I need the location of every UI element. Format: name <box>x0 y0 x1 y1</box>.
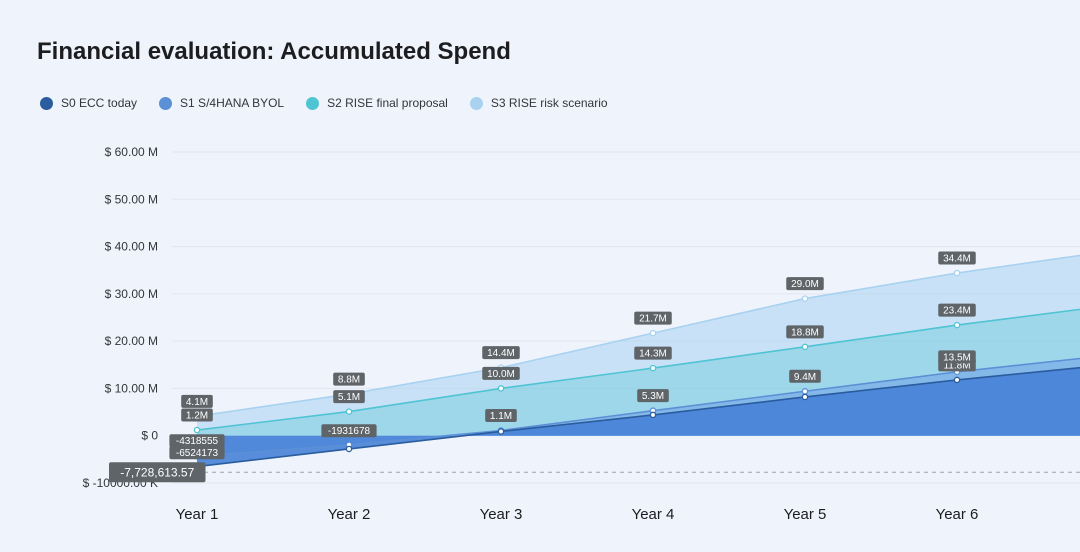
data-label-s3: 21.7M <box>639 314 667 325</box>
y-tick-label: $ 10.00 M <box>105 381 158 395</box>
x-tick-label: Year 6 <box>936 506 979 523</box>
legend-item-s2[interactable]: S2 RISE final proposal <box>306 96 448 110</box>
data-label-s0-box <box>169 446 225 460</box>
y-tick-label: $ 20.00 M <box>105 334 158 348</box>
data-label-s2-box <box>333 390 365 404</box>
y-tick-label: $ 60.00 M <box>105 145 158 159</box>
data-label-s3-box <box>634 311 672 325</box>
data-label-s1-box <box>321 424 377 438</box>
chart-title: Financial evaluation: Accumulated Spend <box>37 38 511 65</box>
data-label-s2: 10.0M <box>487 369 515 380</box>
data-label-s0: 11.8M <box>943 360 970 371</box>
data-label-s3-box <box>786 277 824 291</box>
y-tick-label: $ 50.00 M <box>105 192 158 206</box>
data-label-s2-box <box>938 303 976 317</box>
data-point-s2 <box>497 385 505 392</box>
data-label-s3: 29.0M <box>791 279 819 290</box>
legend-label-s2: S2 RISE final proposal <box>327 96 448 110</box>
x-tick-label: Year 4 <box>632 506 675 523</box>
data-point-s2 <box>649 364 657 372</box>
data-label-s2: 14.3M <box>639 349 667 360</box>
data-label-s2-box <box>786 325 824 339</box>
data-point-s3 <box>649 329 657 337</box>
legend-dot-s0 <box>40 96 53 110</box>
y-tick-label: $ 30.00 M <box>105 287 158 301</box>
data-label-s0: -6524173 <box>176 448 219 459</box>
data-point-s1 <box>801 388 809 395</box>
x-tick-label: Year 3 <box>480 506 523 523</box>
data-label-s1: 9.4M <box>794 372 816 383</box>
data-label-s2-box <box>482 366 520 380</box>
data-label-s2-box <box>634 346 672 360</box>
data-label-s2: 23.4M <box>943 306 971 317</box>
data-point-s3 <box>801 295 809 302</box>
data-label-s1-box <box>789 369 821 383</box>
data-label-s3: 4.1M <box>186 397 208 408</box>
data-label-s1-box <box>637 389 669 403</box>
data-label-s1-box <box>938 350 976 364</box>
data-label-s3-box <box>181 394 213 408</box>
y-tick-label: $ 40.00 M <box>105 240 158 254</box>
reference-callout-box <box>109 462 206 483</box>
data-point-s3 <box>953 269 961 277</box>
x-tick-label: Year 2 <box>328 506 371 523</box>
x-tick-label: Year 1 <box>176 506 219 523</box>
data-label-s2-box <box>181 408 213 422</box>
data-label-s1-box <box>169 434 225 448</box>
data-label-s3: 8.8M <box>338 375 360 386</box>
legend-dot-s2 <box>306 96 320 110</box>
data-point-s0 <box>345 445 353 453</box>
data-label-s1-box <box>485 409 517 423</box>
data-label-s1: -4318555 <box>176 436 219 447</box>
data-label-s1: 1.1M <box>490 411 512 422</box>
legend-item-s3[interactable]: S3 RISE risk scenario <box>469 96 608 110</box>
data-label-s3-box <box>333 372 365 386</box>
data-label-s1: -1931678 <box>328 426 371 437</box>
data-point-s2 <box>345 408 353 415</box>
data-point-s0 <box>649 411 657 419</box>
data-label-s3: 34.4M <box>943 254 971 265</box>
y-tick-label: $ 0 <box>141 429 158 443</box>
data-point-s0 <box>953 376 961 384</box>
reference-callout: -7,728,613.57 <box>120 465 194 479</box>
legend-label-s0: S0 ECC today <box>61 96 138 110</box>
legend-item-s1[interactable]: S1 S/4HANA BYOL <box>159 96 284 110</box>
legend-dot-s1 <box>159 96 173 110</box>
data-point-s2 <box>193 426 201 434</box>
legend-item-s0[interactable]: S0 ECC today <box>40 96 137 110</box>
legend-dot-s3 <box>469 96 483 110</box>
data-point-s2 <box>953 321 961 329</box>
legend-label-s1: S1 S/4HANA BYOL <box>180 96 285 110</box>
data-label-s2: 5.1M <box>338 392 360 403</box>
chart-legend: S0 ECC today S1 S/4HANA BYOL S2 RISE fin… <box>40 96 630 110</box>
data-point-s2 <box>801 343 809 351</box>
data-label-s1: 13.5M <box>943 352 971 363</box>
data-label-s3-box <box>482 346 520 360</box>
data-point-s0 <box>801 393 809 401</box>
data-label-s2: 18.8M <box>791 327 819 338</box>
data-label-s3-box <box>938 251 976 265</box>
legend-label-s3: S3 RISE risk scenario <box>490 96 608 110</box>
data-label-s2: 1.2M <box>186 411 208 422</box>
data-label-s1: 5.3M <box>642 391 664 402</box>
data-label-s3: 14.4M <box>487 348 515 359</box>
data-point-s0 <box>497 428 505 435</box>
x-tick-label: Year 5 <box>784 506 827 523</box>
